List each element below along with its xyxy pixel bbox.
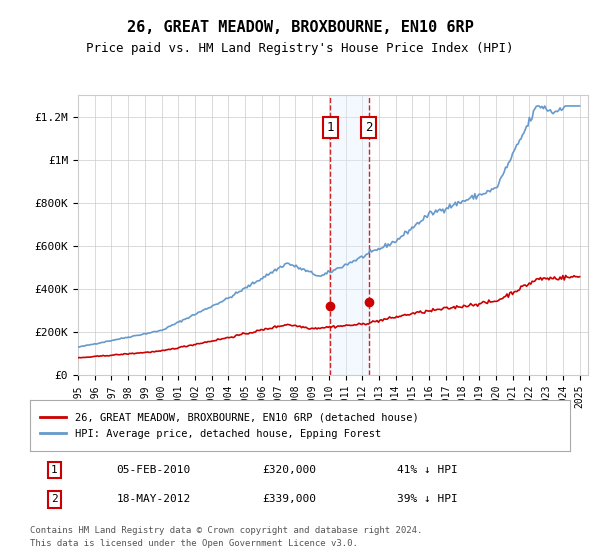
Text: 05-FEB-2010: 05-FEB-2010 bbox=[116, 465, 191, 475]
Text: 18-MAY-2012: 18-MAY-2012 bbox=[116, 494, 191, 505]
Text: Price paid vs. HM Land Registry's House Price Index (HPI): Price paid vs. HM Land Registry's House … bbox=[86, 42, 514, 55]
Text: Contains HM Land Registry data © Crown copyright and database right 2024.: Contains HM Land Registry data © Crown c… bbox=[30, 526, 422, 535]
Text: 1: 1 bbox=[51, 465, 58, 475]
Bar bbox=[331, 95, 368, 375]
Text: £320,000: £320,000 bbox=[262, 465, 316, 475]
Text: 2: 2 bbox=[365, 121, 373, 134]
Text: 2: 2 bbox=[51, 494, 58, 505]
Legend: 26, GREAT MEADOW, BROXBOURNE, EN10 6RP (detached house), HPI: Average price, det: 26, GREAT MEADOW, BROXBOURNE, EN10 6RP (… bbox=[35, 407, 424, 444]
Text: 26, GREAT MEADOW, BROXBOURNE, EN10 6RP: 26, GREAT MEADOW, BROXBOURNE, EN10 6RP bbox=[127, 20, 473, 35]
Text: 39% ↓ HPI: 39% ↓ HPI bbox=[397, 494, 458, 505]
Text: £339,000: £339,000 bbox=[262, 494, 316, 505]
Text: This data is licensed under the Open Government Licence v3.0.: This data is licensed under the Open Gov… bbox=[30, 539, 358, 548]
Text: 1: 1 bbox=[326, 121, 334, 134]
Text: 41% ↓ HPI: 41% ↓ HPI bbox=[397, 465, 458, 475]
